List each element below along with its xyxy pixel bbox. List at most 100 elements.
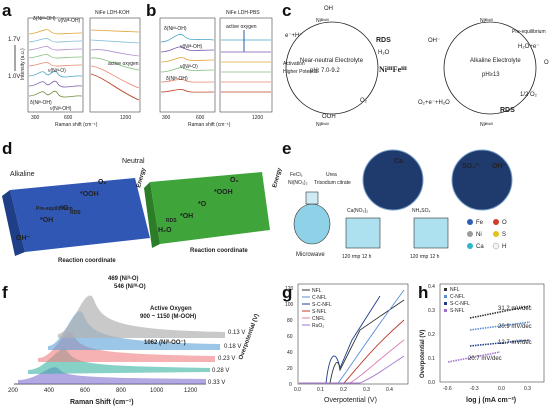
alkaline-step: *OH: [40, 217, 53, 224]
right-rds: RDS: [500, 107, 515, 114]
potential-label: 0.18 V: [224, 344, 241, 350]
neutral-step: *O: [198, 201, 207, 208]
panel-g-xtick: 0.4: [386, 387, 393, 393]
potential-label: 0.23 V: [218, 356, 235, 362]
atom-legend: Fe O Ni S Ca H: [467, 219, 507, 250]
panel-f-xtick: 400: [44, 388, 55, 394]
spectrum-line: [160, 46, 215, 53]
spectrum-line: [160, 34, 215, 43]
ni-fe-site-label: Niᴵᴵᴵᶠᵉᴵᴵᴵ: [480, 18, 493, 24]
process-step: 120 rmp 12 h: [410, 254, 440, 260]
panel-b-xtick: 1200: [252, 115, 263, 121]
ni-fe-site-label: Niᴵᴵᴵᶠᵉᴵᴵᴵ: [316, 122, 329, 128]
neutral-energy-steps: [150, 172, 270, 244]
spectrum-line: [28, 80, 83, 88]
species-label: H₂O: [378, 50, 390, 56]
legend-label: S-C-NFL: [312, 302, 332, 308]
panel-h-ytick: 0.2: [428, 332, 435, 338]
panel-a-annotation: ν(Niᴵᴵ-OH): [50, 106, 72, 112]
panel-f-xtick: 800: [116, 388, 127, 394]
panel-g: g 0 20 40 60 80 100 120 0.0 0.1 0.2 0.3 …: [282, 283, 409, 404]
slope-label: 20.9 mV/dec: [498, 324, 532, 330]
spectrum-line: [160, 79, 215, 83]
higher-potential-label: Higher Potential: [283, 69, 319, 75]
reagent-label: Ni(NO₃)₂: [288, 180, 308, 186]
alkaline-reaction-axis: Reaction coordinate: [58, 258, 116, 264]
panel-b-annotation: ν(Niᴵᴵ-O): [180, 64, 198, 70]
panel-g-ytick: 60: [287, 334, 293, 340]
legend-swatch: [444, 295, 447, 298]
panel-d-label: d: [2, 139, 12, 158]
potential-label: 0.13 V: [228, 330, 245, 336]
legend-atom-h: [492, 242, 500, 250]
legend-label: RuO₂: [312, 323, 324, 329]
panel-g-ytick: 100: [285, 302, 294, 308]
panel-b-xtick: 300: [162, 115, 171, 121]
panel-h-frame: [439, 283, 545, 383]
panel-f-ylabel: Overpotential (V): [238, 313, 260, 360]
panel-b-annotation: δ(Niᴵᴵ-OH): [166, 76, 188, 82]
spectrum-line: [28, 90, 83, 98]
circle-label: OH⁻: [492, 163, 507, 170]
panel-h-ylabel: Overpotential (V): [420, 330, 426, 378]
panel-b-annotation: δ(Niᴵᴵᴵ-OH): [164, 26, 187, 32]
panel-h-xtick: -0.3: [470, 386, 479, 392]
legend-label: H: [502, 244, 506, 250]
legend-swatch: [444, 288, 447, 291]
panel-h-xtick: 0.0: [498, 386, 505, 392]
potential-label: 0.33 V: [208, 380, 225, 386]
zoom-circle-so4: [451, 149, 513, 211]
reagent-label: Urea: [326, 172, 337, 178]
spectrum-line: [160, 89, 215, 93]
panel-f-xlabel: Raman Shift (cm⁻¹): [70, 399, 134, 406]
legend-swatch: [444, 302, 447, 305]
center-catalyst: NiᴵᴵᴵFeᴵᴵᴵ: [379, 65, 407, 74]
panel-e-label: e: [282, 139, 291, 158]
species-label: O₂: [360, 98, 368, 104]
panel-b-right-title: NiFe LDH-PBS: [226, 10, 260, 16]
legend-label: NFL: [450, 287, 460, 293]
legend-label: CNFL: [312, 316, 325, 322]
neutral-step: *OH: [180, 213, 193, 220]
panel-f-annotation: 1062 (Niᴵᴵ-OO⁻): [144, 339, 186, 346]
panel-f-xtick: 200: [8, 388, 19, 394]
alkaline-step: *OOH: [80, 191, 99, 198]
panel-h-xtick: 0.3: [524, 386, 531, 392]
legend-swatch: [444, 309, 447, 312]
slope-label: 20.7 mV/dec: [468, 356, 502, 362]
right-electrolyte-ph: pH≥13: [482, 72, 500, 78]
panel-f-xtick: 1200: [184, 388, 198, 394]
legend-label: S-NFL: [312, 309, 327, 315]
panel-g-ytick: 0: [289, 382, 292, 388]
neutral-rds: RDS: [166, 218, 177, 224]
panel-g-label: g: [282, 283, 292, 302]
potential-label: 0.28 V: [212, 368, 229, 374]
ni-fe-site-label: Niᴵᴵᴵᶠᵉᴵᴵᴵ: [316, 18, 329, 24]
spectrum-fill: [38, 332, 215, 362]
pre-equilibrium-label: Pre-equilibrium: [512, 29, 546, 35]
panel-g-frame: [297, 283, 409, 385]
panel-e: e FeCl₃ Ni(NO₃)₂ Urea Trisodium citrate …: [282, 139, 513, 260]
neutral-energy-axis: Energy: [272, 167, 283, 189]
panel-h-label: h: [418, 283, 428, 302]
panel-a-voltage-high: 1.7V: [8, 37, 20, 43]
legend-atom-ni: [467, 231, 473, 237]
right-electrolyte-title: Alkaline Electrolyte: [470, 58, 521, 64]
panel-g-xtick: 0.3: [363, 387, 370, 393]
legend-label: S-C-NFL: [450, 301, 470, 307]
panel-b-label: b: [146, 1, 156, 20]
panel-b-xtick: 600: [196, 115, 205, 121]
panel-a-annotation: active oxygen: [108, 61, 139, 67]
legend-atom-ca: [467, 243, 473, 249]
spectrum-line: [90, 49, 140, 57]
panel-f-xtick: 1000: [150, 388, 164, 394]
legend-label: S-NFL: [450, 308, 465, 314]
neutral-reaction-axis: Reaction coordinate: [190, 248, 248, 254]
spectrum-line: [28, 70, 83, 78]
series-line: [299, 289, 405, 384]
panel-a-xtick: 300: [31, 115, 40, 121]
beaker-ca: [345, 217, 381, 249]
panel-f: f 0.13 V 0.18 V 0.23 V 0.28 V 0.33 V 469…: [2, 275, 260, 406]
spectrum-line: [28, 54, 83, 59]
